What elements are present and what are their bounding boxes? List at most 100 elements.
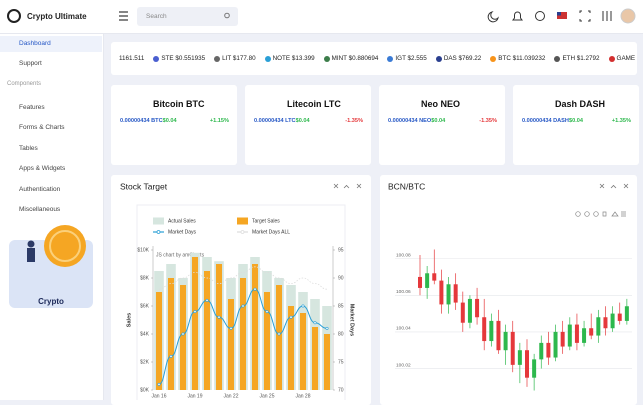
menu-item[interactable]: Apps & Widgets bbox=[19, 165, 66, 173]
promo-card[interactable]: Crypto bbox=[9, 225, 93, 308]
coin-name: Dash DASH bbox=[555, 99, 606, 109]
ticker-text: NOTE $13.399 bbox=[272, 55, 315, 62]
coin-usd: $0.04 bbox=[295, 118, 310, 124]
coin-card[interactable]: Bitcoin BTC 0.00000434 BTC$0.04 +1.15% bbox=[111, 85, 237, 165]
line-point bbox=[169, 354, 173, 358]
flag-canton bbox=[557, 12, 561, 16]
ticker-item: STE $0.551935 bbox=[153, 55, 205, 62]
coin-card[interactable]: Dash DASH 0.00000434 DASH$0.04 +1.35% bbox=[513, 85, 639, 165]
coin-name: Neo NEO bbox=[421, 99, 461, 109]
menu-item[interactable]: Dashboard bbox=[19, 40, 51, 47]
ticker-text: MINT $0.880694 bbox=[331, 55, 379, 62]
candle-body bbox=[482, 317, 487, 342]
ticker-item: 1161.511 bbox=[119, 55, 144, 62]
legend-marker bbox=[240, 230, 245, 234]
notifications[interactable] bbox=[512, 11, 523, 21]
candle-body bbox=[546, 342, 551, 358]
candle-body bbox=[617, 313, 622, 321]
legend-label[interactable]: Market Days ALL bbox=[252, 229, 290, 235]
coin-card[interactable]: Litecoin LTC 0.00000434 LTC$0.04 -1.35% bbox=[245, 85, 371, 165]
y-tick-label: 100.04 bbox=[396, 326, 411, 332]
line-point bbox=[181, 332, 185, 336]
menu-item[interactable]: Forms & Charts bbox=[19, 124, 65, 132]
search-box[interactable] bbox=[137, 7, 238, 26]
promo-illustration bbox=[27, 225, 86, 267]
bar bbox=[276, 285, 282, 390]
x-tick-label: Jan 19 bbox=[187, 393, 202, 399]
fullscreen[interactable] bbox=[579, 10, 591, 22]
line-point bbox=[253, 287, 257, 291]
ticker-text: 1161.511 bbox=[119, 55, 145, 62]
avatar[interactable] bbox=[620, 8, 636, 24]
figure bbox=[27, 248, 35, 262]
annotation: JS chart by amCharts bbox=[156, 252, 205, 258]
coin-price: 0.00000434 NEO$0.04 bbox=[388, 118, 445, 124]
menu-item[interactable]: Support bbox=[19, 60, 42, 67]
active-bg bbox=[0, 36, 102, 52]
ticker-item: NOTE $13.399 bbox=[264, 55, 315, 62]
section-label: Components bbox=[7, 81, 42, 87]
coin-change: +1.35% bbox=[611, 118, 631, 124]
y2-axis-title: Market Days bbox=[349, 304, 355, 336]
candle-body bbox=[560, 331, 565, 347]
line-point bbox=[325, 326, 329, 330]
coin-change: +1.15% bbox=[209, 118, 229, 124]
language[interactable] bbox=[557, 12, 567, 19]
x-tick-label: Jan 16 bbox=[151, 393, 166, 399]
y-tick-label: $4K bbox=[140, 331, 150, 337]
panel-title: BCN/BTC bbox=[388, 181, 425, 191]
bar bbox=[204, 271, 210, 390]
theme-toggle[interactable] bbox=[487, 11, 499, 23]
y-tick-label: $2K bbox=[140, 359, 150, 365]
line-point bbox=[229, 326, 233, 330]
line-point bbox=[289, 315, 293, 319]
y-tick-label: 100.02 bbox=[396, 362, 411, 368]
coin-amount: 0.00000434 DASH bbox=[522, 118, 569, 124]
top-icons: Crypto Ultimate Search bbox=[7, 7, 636, 26]
ticker: 1161.511 STE $0.551935 LIT $177.80 NOTE $13… bbox=[111, 42, 637, 75]
bar bbox=[228, 299, 234, 390]
line-point bbox=[205, 298, 209, 302]
ticker-text: BTC $11.039232 bbox=[498, 55, 546, 62]
panel-controls[interactable] bbox=[333, 183, 629, 189]
line-point bbox=[277, 332, 281, 336]
candle-body bbox=[418, 276, 422, 288]
candle-body bbox=[439, 280, 444, 305]
bar bbox=[168, 278, 174, 390]
settings[interactable] bbox=[602, 11, 612, 21]
legend-label[interactable]: Target Sales bbox=[252, 218, 280, 224]
bar bbox=[240, 278, 246, 390]
candle-body bbox=[610, 313, 615, 329]
menu-item[interactable]: Miscellaneous bbox=[19, 206, 61, 213]
y2-tick-label: 75 bbox=[338, 359, 344, 365]
ticker-item: IGT $2.555 bbox=[387, 55, 427, 62]
menu-toggle[interactable] bbox=[119, 11, 128, 21]
ticker-icon bbox=[490, 55, 497, 62]
coin-amount: 0.00000434 NEO bbox=[388, 118, 432, 124]
y2-tick-label: 70 bbox=[338, 387, 344, 393]
coin-price: 0.00000434 BTC$0.04 bbox=[120, 118, 177, 124]
x-tick-label: Jan 22 bbox=[223, 393, 238, 399]
panel-title: Stock Target bbox=[120, 181, 168, 191]
bar bbox=[252, 264, 258, 390]
candle-body bbox=[525, 350, 529, 378]
candle-body bbox=[510, 331, 515, 365]
bar bbox=[312, 327, 318, 390]
messages[interactable] bbox=[535, 11, 545, 21]
legend-label[interactable]: Actual Sales bbox=[168, 218, 196, 224]
menu-item[interactable]: Features bbox=[19, 104, 45, 111]
sidebar: Crypto Dashboard Support Components Feature… bbox=[0, 34, 104, 400]
menu-item[interactable]: Authentication bbox=[19, 185, 61, 193]
candle-toolbar[interactable] bbox=[575, 211, 626, 217]
coin-card[interactable]: Neo NEO 0.00000434 NEO$0.04 -1.35% bbox=[379, 85, 505, 165]
candle-body bbox=[432, 273, 437, 281]
menu-item[interactable]: Tables bbox=[19, 144, 38, 152]
candle-body bbox=[624, 306, 629, 321]
y-tick-label: 100.08 bbox=[396, 252, 411, 258]
candle-body bbox=[503, 331, 508, 351]
brand: Crypto Ultimate bbox=[27, 12, 87, 21]
coin-name: Bitcoin BTC bbox=[153, 99, 205, 109]
x-tick-label: Jan 28 bbox=[295, 393, 310, 399]
legend-label[interactable]: Market Days bbox=[168, 229, 197, 235]
